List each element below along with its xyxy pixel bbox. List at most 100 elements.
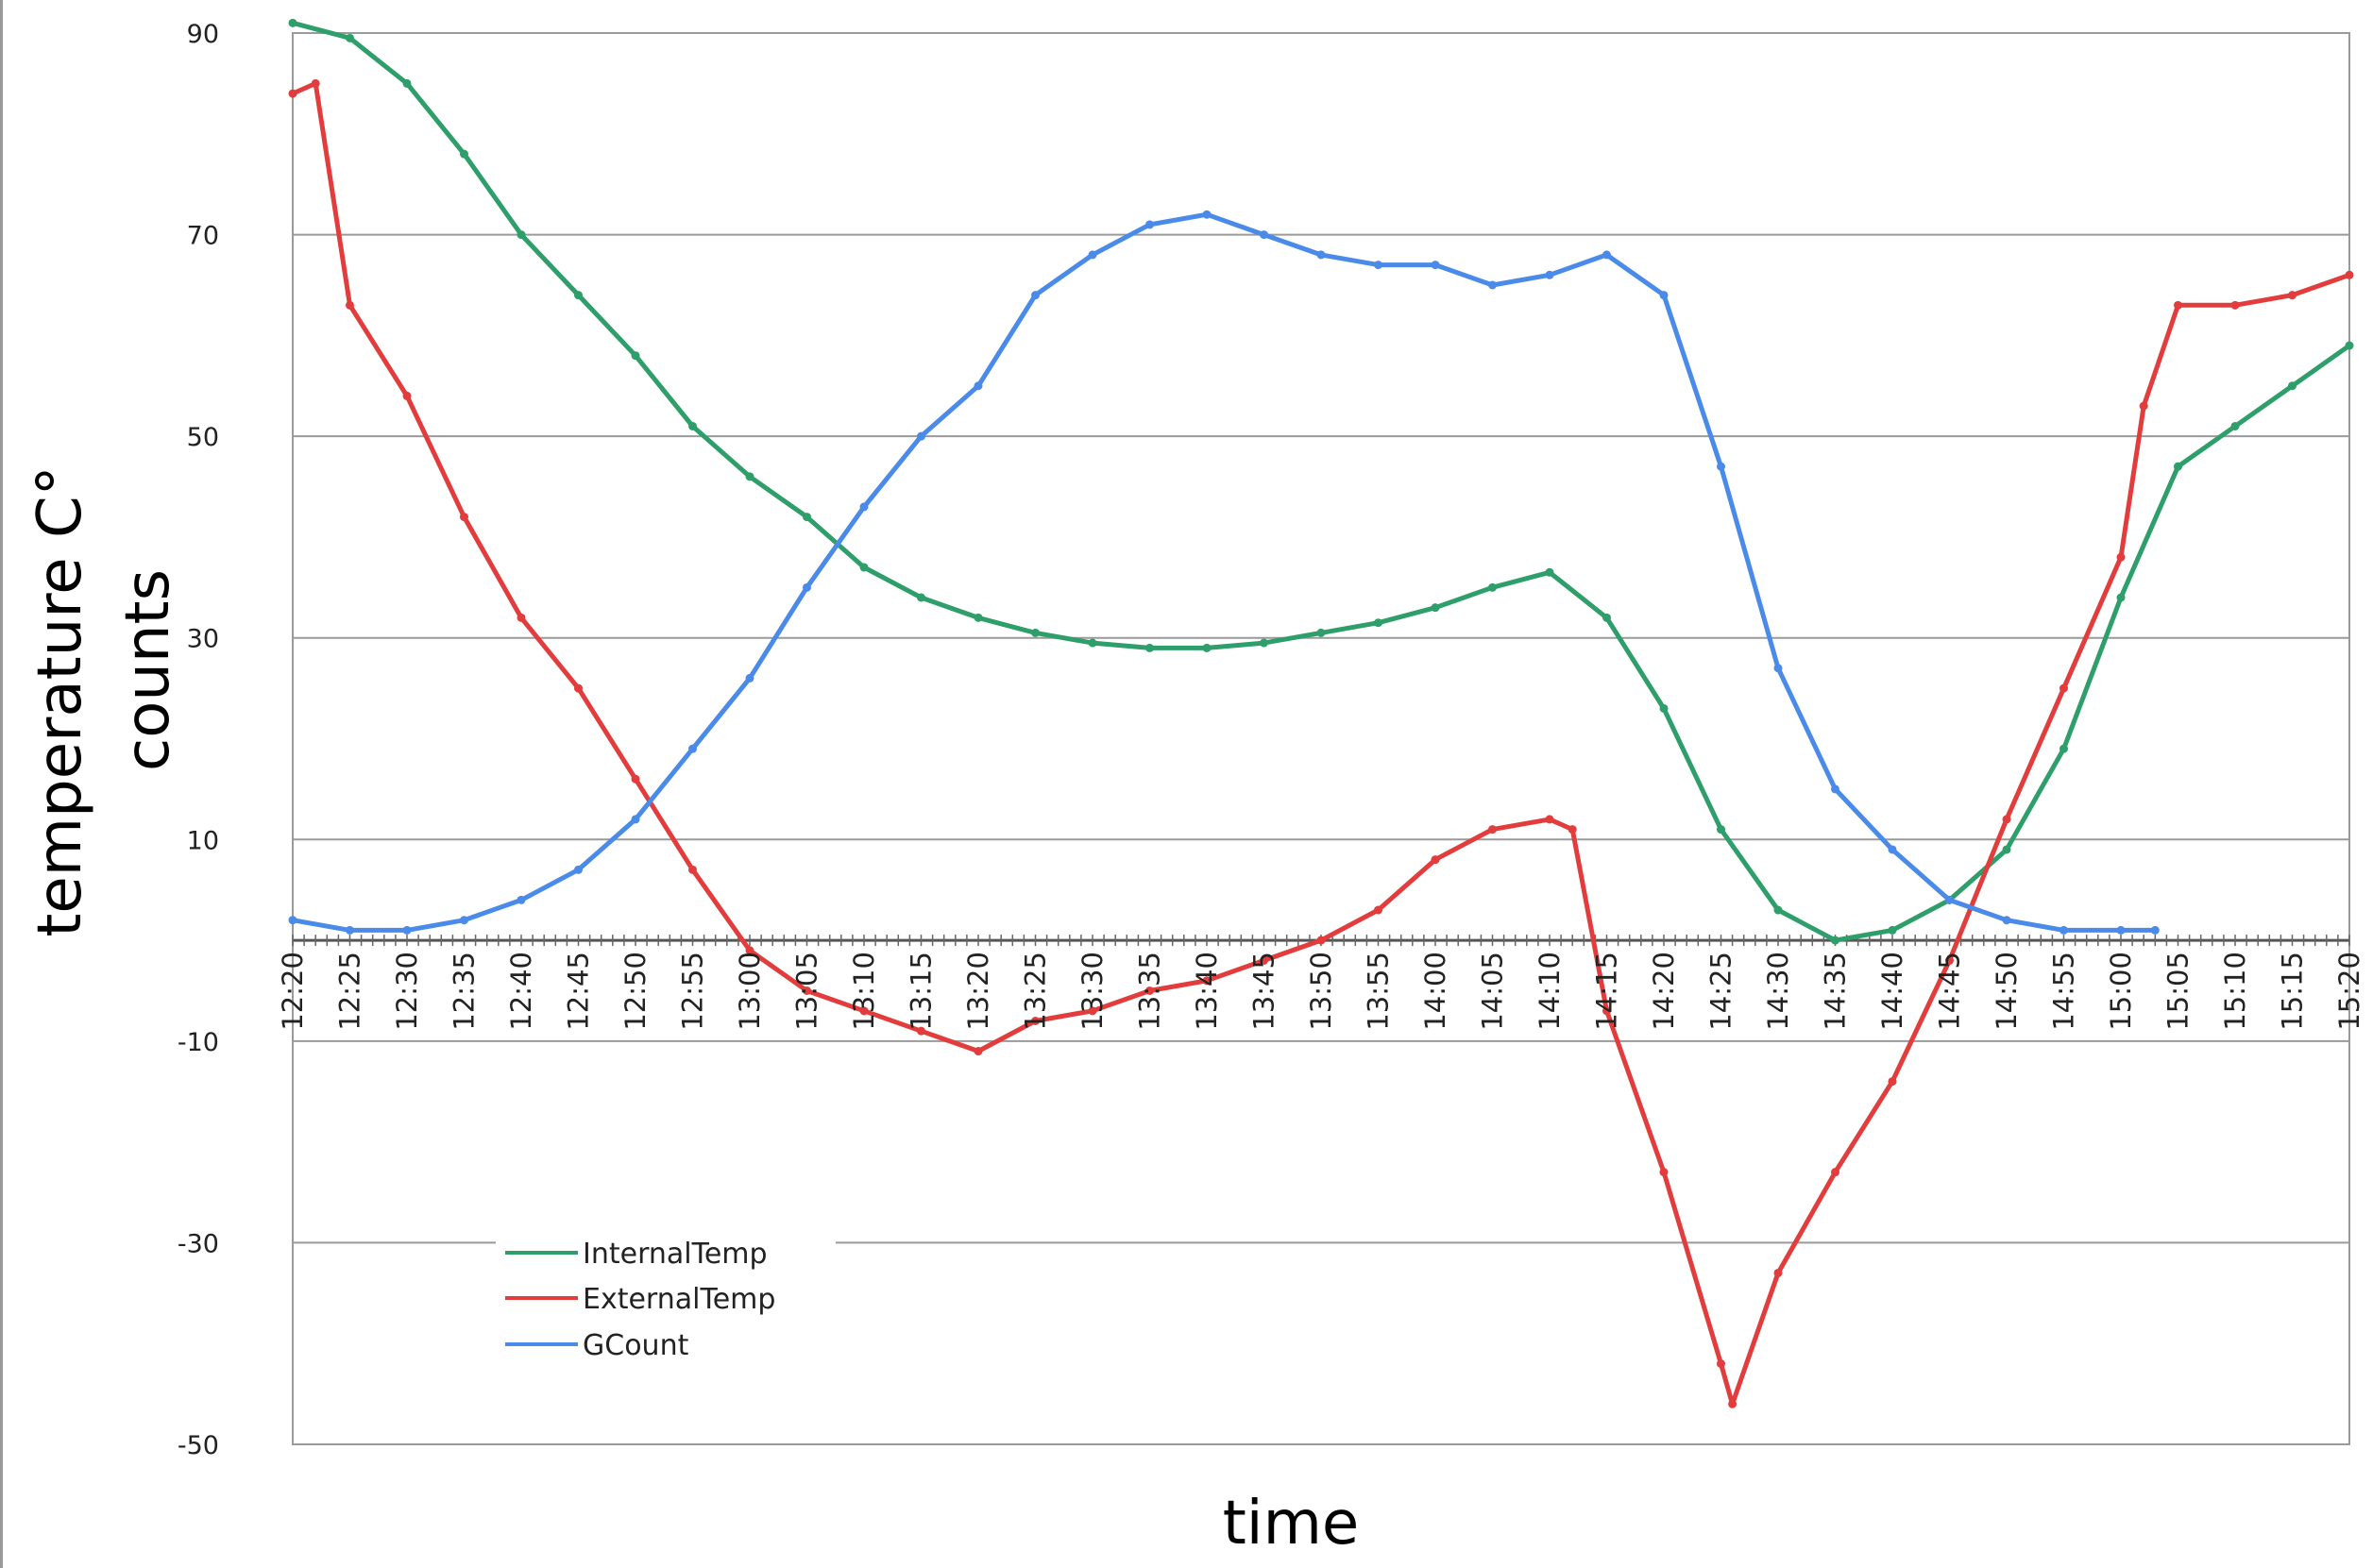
data-point-externaltemp: [1945, 955, 1954, 965]
x-tick-label: 13:50: [1305, 952, 1337, 1031]
data-point-externaltemp: [1374, 905, 1382, 915]
x-tick-label: 13:10: [848, 952, 880, 1031]
data-point-internaltemp: [2002, 845, 2011, 854]
data-point-externaltemp: [1145, 986, 1154, 995]
data-point-internaltemp: [745, 472, 754, 481]
legend-background: [496, 1211, 836, 1376]
x-tick-label: 15:15: [2277, 952, 2309, 1031]
y-tick-label: 70: [187, 222, 219, 251]
x-tick-label: 14:00: [1419, 952, 1451, 1031]
data-point-internaltemp: [1031, 628, 1040, 637]
data-point-externaltemp: [859, 1006, 869, 1016]
data-point-externaltemp: [1088, 1006, 1097, 1016]
data-point-gcount: [346, 925, 354, 935]
data-point-internaltemp: [2116, 593, 2126, 602]
data-point-gcount: [1888, 845, 1897, 854]
data-point-gcount: [1717, 462, 1725, 471]
data-point-internaltemp: [1831, 936, 1839, 945]
data-point-internaltemp: [1145, 643, 1154, 652]
data-point-gcount: [1773, 664, 1783, 673]
x-tick-label: 15:20: [2333, 952, 2365, 1031]
data-point-externaltemp: [2059, 683, 2068, 693]
data-point-internaltemp: [1659, 703, 1669, 713]
data-point-gcount: [1088, 250, 1097, 260]
x-tick-label: 12:40: [505, 952, 537, 1031]
data-point-gcount: [745, 673, 754, 683]
data-point-externaltemp: [1488, 825, 1497, 835]
y-tick-label: 10: [187, 826, 219, 855]
data-point-gcount: [803, 582, 811, 592]
data-point-gcount: [917, 431, 925, 441]
legend: InternalTemp ExternalTemp GCount: [496, 1211, 836, 1376]
data-point-gcount: [688, 744, 697, 753]
data-point-externaltemp: [1031, 1017, 1040, 1025]
data-point-externaltemp: [2288, 291, 2297, 300]
x-tick-label: 13:40: [1191, 952, 1223, 1031]
data-point-externaltemp: [2002, 815, 2011, 824]
data-point-gcount: [631, 815, 640, 824]
data-point-externaltemp: [1545, 815, 1554, 824]
x-tick-label: 14:40: [1876, 952, 1908, 1031]
x-tick-label: 15:10: [2219, 952, 2251, 1031]
data-point-internaltemp: [803, 513, 811, 522]
data-point-gcount: [1260, 230, 1268, 240]
data-point-gcount: [2150, 925, 2160, 935]
legend-item-internaltemp: InternalTemp: [505, 1238, 768, 1271]
data-point-internaltemp: [1488, 582, 1497, 592]
x-tick-label: 14:50: [1991, 952, 2023, 1031]
data-point-internaltemp: [2230, 421, 2240, 430]
data-point-internaltemp: [1260, 638, 1268, 648]
data-point-internaltemp: [1773, 905, 1783, 915]
data-point-gcount: [1602, 250, 1611, 260]
data-point-externaltemp: [1568, 825, 1577, 835]
x-tick-label: 15:00: [2105, 952, 2137, 1031]
data-point-gcount: [1945, 895, 1954, 904]
data-point-gcount: [1545, 270, 1554, 279]
x-tick-label: 12:50: [619, 952, 652, 1031]
x-tick-label: 13:00: [734, 952, 766, 1031]
series-line-gcount: [292, 211, 2156, 933]
data-point-externaltemp: [517, 613, 526, 622]
x-tick-label: 15:05: [2162, 952, 2195, 1031]
data-point-externaltemp: [1888, 1077, 1897, 1087]
data-point-internaltemp: [688, 421, 697, 430]
data-point-gcount: [574, 865, 583, 874]
x-tick-label: 14:30: [1762, 952, 1794, 1031]
data-point-externaltemp: [974, 1047, 983, 1056]
x-tick-label: 14:15: [1591, 952, 1623, 1031]
data-point-gcount: [1202, 210, 1212, 219]
x-tick-label: 14:35: [1820, 952, 1852, 1031]
data-point-externaltemp: [346, 300, 354, 310]
x-tick-label: 12:55: [677, 952, 709, 1031]
legend-label-internaltemp: InternalTemp: [583, 1238, 768, 1271]
data-point-internaltemp: [2288, 381, 2297, 391]
y-tick-label: -50: [178, 1431, 219, 1460]
x-tick-label: 13:30: [1076, 952, 1109, 1031]
data-point-externaltemp: [745, 946, 754, 955]
x-tick-label: 13:25: [1020, 952, 1052, 1031]
data-point-gcount: [1831, 784, 1839, 794]
series-externaltemp: [288, 78, 2354, 1408]
data-point-internaltemp: [460, 149, 468, 159]
data-point-externaltemp: [803, 986, 811, 995]
data-point-externaltemp: [288, 89, 297, 98]
data-point-internaltemp: [631, 351, 640, 361]
data-point-internaltemp: [1717, 825, 1725, 835]
data-point-gcount: [2059, 925, 2068, 935]
x-tick-label: 13:15: [906, 952, 938, 1031]
data-point-internaltemp: [859, 563, 869, 572]
data-point-externaltemp: [1602, 1006, 1611, 1016]
data-point-externaltemp: [2230, 300, 2240, 310]
x-tick-label: 14:45: [1934, 952, 1966, 1031]
data-point-internaltemp: [2174, 462, 2182, 471]
data-point-externaltemp: [2116, 552, 2126, 562]
x-axis-title: time: [1223, 1489, 1360, 1559]
data-point-internaltemp: [2059, 744, 2068, 753]
data-point-internaltemp: [574, 291, 583, 300]
data-point-externaltemp: [688, 865, 697, 874]
data-point-internaltemp: [917, 593, 925, 602]
data-point-internaltemp: [402, 78, 412, 88]
data-point-internaltemp: [1431, 603, 1440, 613]
data-point-externaltemp: [1831, 1168, 1839, 1177]
x-tick-label: 14:10: [1534, 952, 1566, 1031]
